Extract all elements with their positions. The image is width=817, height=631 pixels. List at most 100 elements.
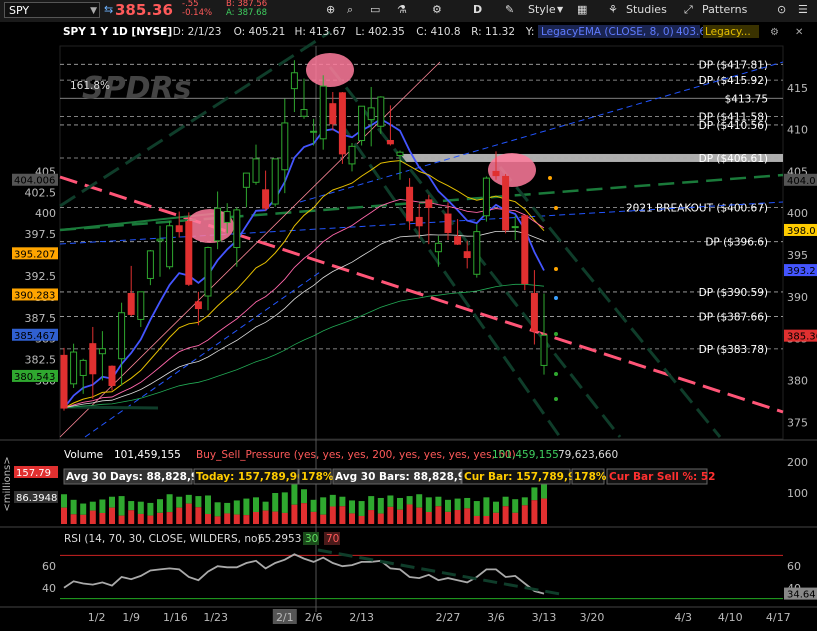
volume-bar-buy — [531, 487, 538, 501]
level-label: DP ($415.92) — [699, 75, 768, 87]
chevron-down-icon: ▼ — [90, 6, 97, 16]
volume-bar-buy — [454, 498, 461, 511]
candle — [262, 170, 270, 211]
bid-ask-block: B: 387.56 A: 387.68 — [226, 0, 267, 18]
legacy-label-bg — [703, 25, 759, 38]
level-label: DP ($411.58) — [699, 111, 768, 123]
volume-bar-sell — [473, 515, 480, 524]
close-icon: ✕ — [795, 27, 803, 38]
upper-channel-line — [59, 30, 331, 208]
volume-badge — [193, 468, 299, 485]
right-axis-tick: 415 — [787, 82, 808, 95]
bid-value: B: 387.56 — [226, 0, 268, 9]
grid-icon[interactable]: ▦ — [577, 3, 588, 16]
candle — [406, 178, 414, 230]
volume-badge — [461, 468, 571, 485]
volume-bar-buy — [349, 500, 355, 514]
volume-bar-buy — [541, 475, 547, 499]
rsi-value: 65.2953 — [258, 533, 301, 545]
volume-badge — [606, 468, 708, 485]
candles — [60, 60, 548, 411]
rsi-path — [63, 553, 545, 595]
style-button[interactable]: Style — [528, 3, 556, 16]
volume-bar-buy — [368, 496, 375, 511]
pin-icon[interactable]: ⊙ — [777, 3, 787, 16]
volume-bar-buy — [473, 501, 480, 516]
candle-body — [338, 92, 346, 155]
drawing-button[interactable]: D — [473, 3, 483, 16]
volume-bar-sell — [243, 515, 250, 524]
x-axis-tick: 1/9 — [122, 611, 140, 624]
share-icon[interactable]: ⇆ — [104, 3, 114, 16]
candle-body — [530, 293, 538, 332]
level-label: DP ($410.56) — [699, 120, 768, 132]
rsi-low-bg — [303, 532, 319, 545]
rsi-axis-tick-right: 60 — [787, 560, 801, 573]
style-chevron-icon: ▼ — [557, 5, 564, 14]
ema-line — [63, 198, 545, 409]
candle — [233, 207, 241, 267]
zoom-in-icon[interactable]: ⊕ — [326, 3, 336, 16]
fib-label: 161.8% — [70, 80, 110, 92]
ema-line — [63, 230, 545, 409]
patterns-button[interactable]: Patterns — [702, 3, 748, 16]
candle — [108, 365, 116, 391]
x-axis-tick: 2/13 — [349, 611, 374, 624]
symbol-selector[interactable]: SPY ▼ — [4, 2, 100, 18]
x-axis-tick: 2/6 — [305, 611, 323, 624]
volume-bar-sell — [320, 514, 327, 524]
candle-body — [214, 207, 222, 242]
studies-button[interactable]: Studies — [626, 3, 667, 16]
pen-icon[interactable]: ✎ — [505, 3, 515, 16]
magnifier-icon[interactable]: ⌕ — [347, 3, 354, 16]
menu-icon[interactable]: ☰ — [798, 3, 808, 16]
candle-body — [79, 359, 87, 376]
x-axis-tick: 1/23 — [203, 611, 228, 624]
signal-dot — [554, 332, 558, 336]
candle-body — [262, 189, 270, 209]
price-chart[interactable]: DP ($417.81) DP ($415.92) $413.75 DP ($411.… — [0, 22, 817, 631]
x-axis-tick: 3/6 — [487, 611, 505, 624]
candle-body — [290, 72, 298, 90]
level-label: $413.75 — [725, 93, 768, 105]
level-label: DP ($383.78) — [699, 344, 768, 356]
volume-badge-text: 178% — [574, 471, 607, 483]
gear-icon[interactable]: ⚙ — [432, 3, 442, 16]
x-axis-tick: 2/27 — [436, 611, 461, 624]
left-axis-tick: 392.5 — [25, 270, 57, 283]
volume-badge — [63, 468, 193, 485]
volume-bar-sell — [205, 514, 211, 524]
volume-bar-sell — [349, 513, 355, 524]
volume-bar-sell — [185, 503, 192, 524]
left-axis-tick: 382.5 — [25, 354, 57, 367]
x-axis-tick: 1/2 — [88, 611, 106, 624]
level-label: DP ($390.59) — [699, 287, 768, 299]
volume-bar-sell — [253, 512, 259, 524]
candle — [463, 240, 471, 269]
right-axis-tick: 410 — [787, 124, 808, 137]
candle — [540, 293, 548, 375]
monitor-icon[interactable]: ▭ — [370, 3, 381, 16]
volume-bar-sell — [464, 508, 471, 524]
volume-badge-text: 178% — [301, 471, 334, 483]
flask-icon[interactable]: ⚗ — [397, 3, 407, 16]
volume-bar-sell — [454, 510, 461, 524]
ema-line — [63, 160, 545, 409]
level-label: DP ($387.66) — [699, 311, 768, 323]
rsi-tag-text: 34.64 — [787, 590, 816, 601]
volume-bar-buy — [118, 496, 125, 516]
candle-body — [89, 343, 97, 375]
channel-mid-line — [498, 166, 722, 438]
volume-bar-buy — [243, 498, 250, 516]
candle — [396, 150, 404, 180]
candle-body — [425, 199, 433, 208]
volume-bar-buy — [272, 493, 279, 512]
candle-body — [482, 177, 490, 217]
patterns-icon: ⤢ — [684, 3, 693, 16]
left-price-tag — [12, 247, 58, 260]
volume-bar-buy — [185, 494, 192, 504]
watermark: SPDRs — [82, 71, 191, 106]
candle — [425, 194, 433, 245]
volume-bar-sell — [301, 503, 307, 524]
volume-bar-sell — [493, 512, 499, 524]
